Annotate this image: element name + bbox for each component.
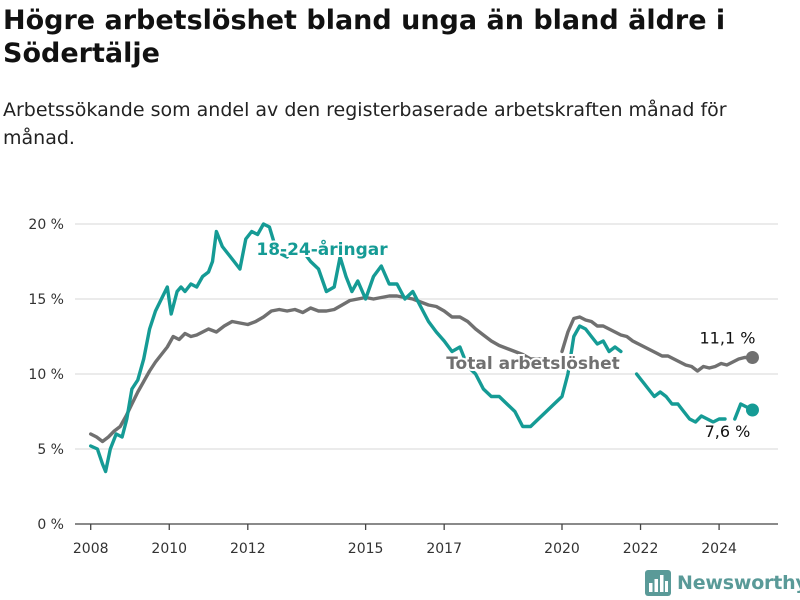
chart-subtitle: Arbetssökande som andel av den registerb… bbox=[3, 99, 727, 149]
x-tick-label: 2015 bbox=[348, 541, 384, 557]
x-tick-label: 2008 bbox=[73, 541, 109, 557]
newsworthy-logo-icon bbox=[645, 570, 671, 596]
youth-series-label: 18-24-åringar bbox=[256, 238, 388, 260]
youth-series-line bbox=[88, 222, 623, 474]
x-tick-label: 2012 bbox=[230, 541, 266, 557]
y-tick-label: 0 % bbox=[37, 517, 64, 533]
series-layer bbox=[88, 222, 759, 474]
chart-title: Högre arbetslöshet bland unga än bland ä… bbox=[3, 5, 726, 69]
total-series-label: Total arbetslöshet bbox=[446, 354, 620, 374]
x-tick-label: 2024 bbox=[701, 541, 737, 557]
x-tick-label: 2022 bbox=[623, 541, 659, 557]
y-tick-label: 15 % bbox=[28, 292, 64, 308]
y-tick-label: 5 % bbox=[37, 442, 64, 458]
brand-name: Newsworthy bbox=[677, 572, 800, 594]
x-tick-label: 2017 bbox=[426, 541, 462, 557]
youth-series-line bbox=[634, 372, 727, 424]
total-end-marker bbox=[745, 351, 759, 364]
x-tick-label: 2010 bbox=[151, 541, 187, 557]
x-tick-label: 2020 bbox=[544, 541, 580, 557]
youth-end-marker bbox=[745, 403, 759, 417]
youth-end-label: 7,6 % bbox=[705, 422, 751, 441]
total-series-line bbox=[560, 315, 755, 373]
total-end-label: 11,1 % bbox=[700, 329, 756, 348]
y-tick-label: 20 % bbox=[28, 217, 64, 233]
y-tick-label: 10 % bbox=[28, 367, 64, 383]
grid-layer bbox=[75, 223, 778, 530]
total-series-line bbox=[88, 294, 548, 444]
brand-logo: Newsworthy bbox=[645, 568, 800, 598]
label-layer: 0 % 5 % 10 % 15 % 20 % 2008 2010 2012 2015 2017 20… bbox=[28, 217, 757, 557]
